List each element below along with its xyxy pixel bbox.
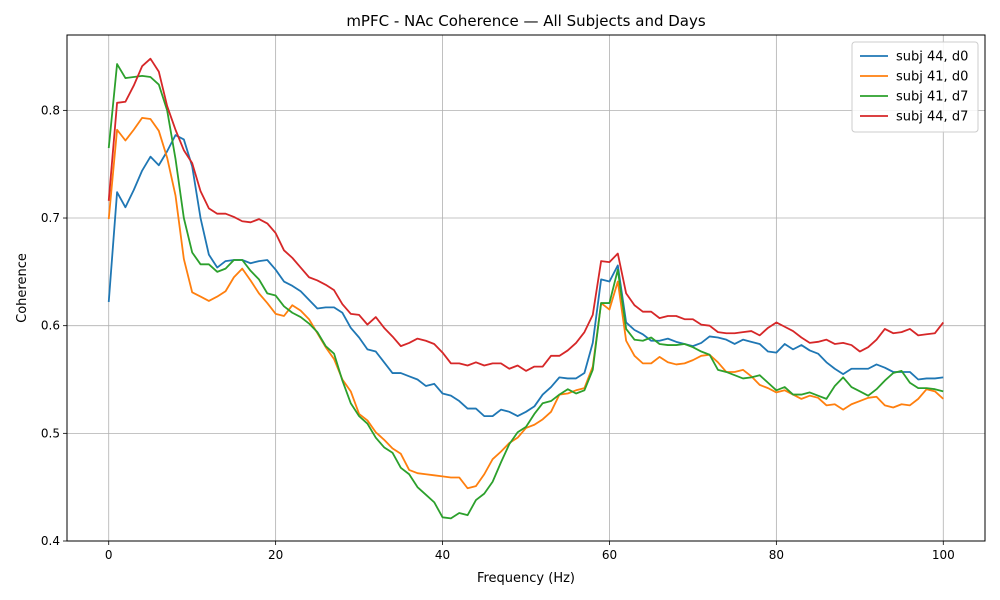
series-line-2 <box>107 117 944 490</box>
chart-title: mPFC - NAc Coherence — All Subjects and … <box>346 12 706 30</box>
x-tick-label: 100 <box>932 548 955 562</box>
x-tick-label: 60 <box>602 548 617 562</box>
y-tick-label: 0.4 <box>41 534 60 548</box>
y-axis-label: Coherence <box>15 253 30 323</box>
y-tick-label: 0.5 <box>41 426 60 440</box>
x-tick-label: 80 <box>769 548 784 562</box>
x-axis-label: Frequency (Hz) <box>477 571 575 586</box>
x-tick-label: 40 <box>435 548 450 562</box>
x-tick-label: 20 <box>268 548 283 562</box>
legend: subj 44, d0 subj 41, d0 subj 41, d7 subj 44… <box>851 41 979 133</box>
series-line-3 <box>107 63 944 520</box>
legend-box <box>851 41 979 133</box>
plot-frame <box>66 34 986 542</box>
legend-label: subj 44, d7 <box>896 110 968 125</box>
series-lines <box>107 57 944 520</box>
legend-label: subj 44, d0 <box>896 50 968 65</box>
legend-label: subj 41, d7 <box>896 90 968 105</box>
y-tick-label: 0.7 <box>41 211 60 225</box>
series-line-1 <box>107 134 944 418</box>
legend-label: subj 41, d0 <box>896 70 968 85</box>
axis-ticks: 0 20 40 60 80 100 0.4 0.5 0.6 0.7 0.8 <box>41 103 955 562</box>
x-tick-label: 0 <box>105 548 113 562</box>
series-line-4 <box>107 57 944 372</box>
y-tick-label: 0.6 <box>41 319 60 333</box>
y-tick-label: 0.8 <box>41 103 60 117</box>
